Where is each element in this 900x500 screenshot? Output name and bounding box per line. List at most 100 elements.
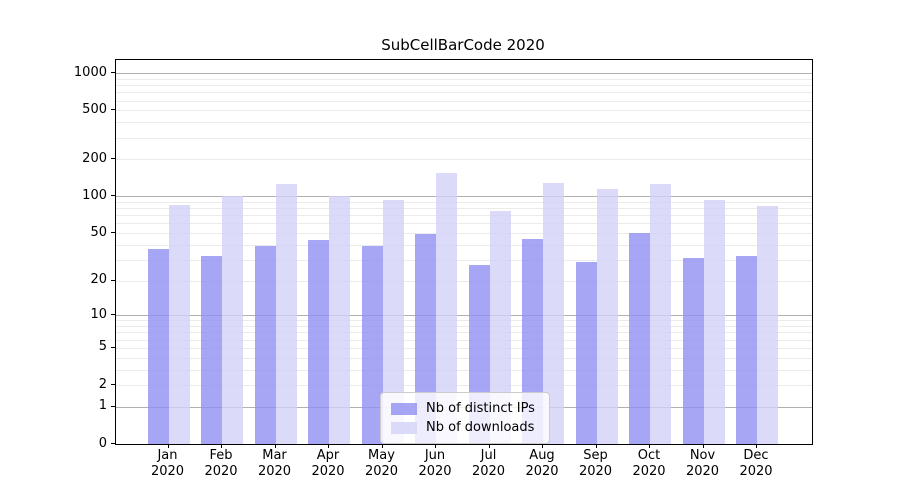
- x-tick-mark: [435, 444, 436, 448]
- x-tick-month: May: [368, 448, 395, 463]
- x-tick-month: Jun: [424, 448, 446, 463]
- x-tick-year: 2020: [525, 464, 559, 479]
- y-tick-mark: [111, 72, 115, 74]
- gridline-minor: [116, 110, 812, 112]
- gridline-minor: [116, 244, 812, 246]
- x-tick-mark: [702, 444, 704, 448]
- chart-title: SubCellBarCode 2020: [381, 36, 545, 54]
- x-tick-label-feb: Feb 2020: [189, 448, 253, 480]
- bar-downloads-apr: [329, 196, 350, 444]
- bar-distinct-ips-feb: [201, 256, 222, 444]
- y-tick-mark: [111, 195, 115, 197]
- x-tick-month: Feb: [209, 448, 233, 463]
- x-tick-month: Jul: [480, 448, 497, 463]
- x-tick-year: 2020: [739, 464, 773, 479]
- x-tick-label-sep: Sep 2020: [564, 448, 628, 480]
- y-tick-label-100: 100: [82, 187, 107, 203]
- x-tick-year: 2020: [364, 464, 399, 479]
- legend-swatch-downloads: [391, 421, 417, 434]
- x-tick-mark: [221, 444, 222, 448]
- y-tick-label-500: 500: [82, 101, 107, 117]
- gridline-minor: [116, 357, 812, 359]
- bar-distinct-ips-oct: [629, 233, 650, 444]
- bar-downloads-feb: [222, 195, 243, 444]
- bar-distinct-ips-nov: [682, 258, 704, 444]
- x-tick-month: Aug: [529, 448, 555, 463]
- gridline-major: [116, 196, 812, 198]
- gridline-minor: [116, 280, 812, 282]
- x-tick-year: 2020: [418, 464, 452, 479]
- bar-downloads-mar: [275, 184, 297, 444]
- x-tick-month: Oct: [637, 448, 661, 463]
- gridline-minor: [116, 233, 812, 234]
- x-tick-label-may: May 2020: [350, 448, 414, 480]
- y-tick-mark: [111, 158, 115, 160]
- gridline-minor: [116, 122, 812, 124]
- x-tick-label-jan: Jan 2020: [136, 448, 200, 480]
- y-tick-mark: [111, 346, 115, 348]
- y-tick-label-10: 10: [90, 306, 107, 322]
- gridline-minor: [116, 201, 812, 203]
- x-tick-month: Nov: [689, 448, 716, 463]
- bar-distinct-ips-jun: [415, 234, 436, 444]
- gridline-minor: [116, 320, 812, 322]
- y-tick-mark: [111, 384, 115, 385]
- gridline-minor: [116, 332, 812, 334]
- x-tick-month: Mar: [262, 448, 287, 463]
- bar-downloads-oct: [650, 184, 671, 444]
- bar-downloads-nov: [703, 200, 725, 444]
- gridline-minor: [116, 92, 812, 94]
- x-tick-month: Dec: [743, 448, 769, 463]
- legend-label-downloads: Nb of downloads: [426, 420, 535, 435]
- y-tick-label-2: 2: [98, 376, 107, 392]
- x-tick-year: 2020: [685, 464, 720, 479]
- y-tick-mark: [111, 232, 115, 233]
- x-tick-year: 2020: [578, 464, 613, 479]
- x-tick-year: 2020: [311, 464, 345, 479]
- gridline-minor: [116, 137, 812, 139]
- bar-downloads-dec: [757, 205, 778, 444]
- y-tick-label-0: 0: [98, 435, 107, 451]
- plot-area: Nb of distinct IPs Nb of downloads: [115, 59, 813, 445]
- gridline-minor: [116, 223, 812, 225]
- gridline-minor: [116, 85, 812, 87]
- x-tick-mark: [167, 444, 169, 448]
- bar-downloads-jun: [436, 173, 457, 444]
- gridline-minor: [116, 78, 812, 80]
- x-tick-label-apr: Apr 2020: [296, 448, 360, 480]
- x-tick-label-jun: Jun 2020: [403, 448, 467, 480]
- grid-layer: [116, 60, 812, 444]
- x-tick-mark: [595, 444, 597, 448]
- bars-layer: [116, 60, 812, 444]
- x-tick-mark: [381, 444, 383, 448]
- y-tick-label-1000: 1000: [73, 64, 107, 80]
- gridline-major: [116, 315, 812, 317]
- x-tick-month: Apr: [316, 448, 340, 463]
- gridline-minor: [116, 347, 812, 349]
- y-tick-mark: [111, 443, 115, 444]
- legend: Nb of distinct IPs Nb of downloads: [380, 392, 550, 444]
- x-tick-mark: [328, 444, 329, 448]
- gridline-minor: [116, 326, 812, 328]
- legend-item-distinct-ips: Nb of distinct IPs: [391, 399, 535, 418]
- bar-downloads-aug: [543, 183, 564, 444]
- legend-label-distinct-ips: Nb of distinct IPs: [426, 401, 535, 416]
- x-tick-month: Sep: [583, 448, 608, 463]
- bar-downloads-may: [382, 199, 404, 444]
- bar-distinct-ips-jan: [147, 248, 169, 444]
- legend-swatch-distinct-ips: [391, 402, 417, 415]
- x-tick-mark: [756, 444, 757, 448]
- x-tick-year: 2020: [471, 464, 506, 479]
- x-tick-month: Jan: [157, 448, 178, 463]
- bar-downloads-jan: [168, 205, 190, 444]
- y-tick-label-200: 200: [82, 150, 107, 166]
- x-tick-label-aug: Aug 2020: [510, 448, 574, 480]
- x-tick-mark: [274, 444, 276, 448]
- y-tick-label-5: 5: [98, 339, 107, 355]
- bar-distinct-ips-may: [361, 246, 383, 444]
- y-tick-mark: [111, 405, 115, 407]
- gridline-minor: [116, 208, 812, 210]
- x-tick-mark: [649, 444, 650, 448]
- bar-distinct-ips-apr: [308, 239, 329, 444]
- x-tick-label-jul: Jul 2020: [457, 448, 521, 480]
